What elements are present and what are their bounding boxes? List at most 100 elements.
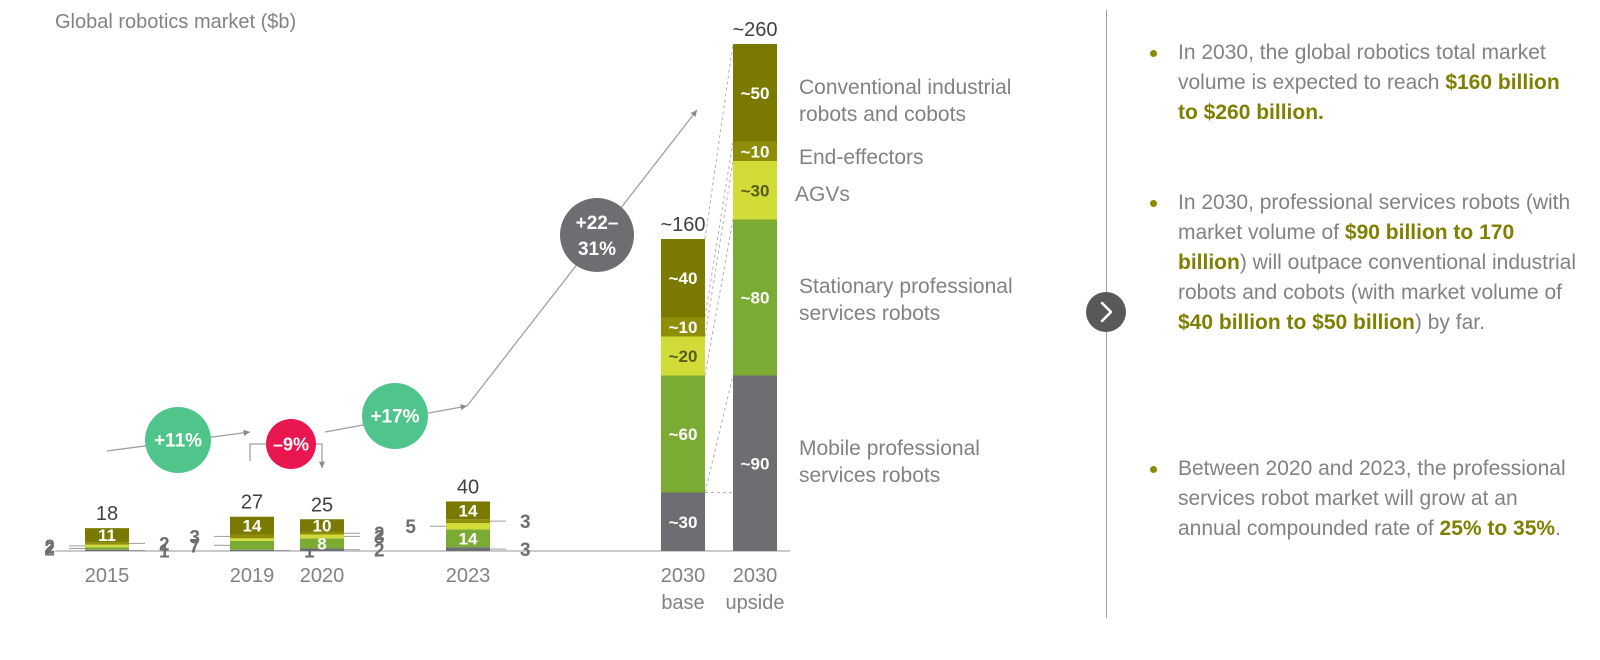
bullet-dot: [1150, 50, 1157, 57]
segment-label: ~20: [669, 347, 698, 366]
bar-segment: [661, 336, 705, 376]
segment-label: ~10: [669, 318, 698, 337]
bar-segment: [85, 544, 129, 548]
bar-segment: [230, 540, 274, 550]
segment-label: 11: [98, 526, 116, 545]
bar-total: ~260: [732, 19, 777, 41]
segment-label: 7: [189, 536, 200, 557]
bar-segment: [446, 519, 490, 524]
dashed-connector: [704, 43, 734, 240]
bar-segment: [300, 538, 344, 549]
legend-label: services robots: [799, 302, 940, 325]
category-label: 2023: [446, 565, 491, 587]
legend-label: services robots: [799, 464, 940, 487]
segment-label: 3: [520, 512, 531, 533]
legend-label: Conventional industrial: [799, 76, 1011, 99]
segment-label: 14: [243, 517, 262, 536]
segment-label: ~40: [669, 269, 698, 288]
bullet-highlight: 25% to 35%: [1439, 517, 1556, 540]
bar-segment: [85, 528, 129, 543]
chevron-right-icon: [1100, 301, 1113, 323]
bullet-text: In 2030, the global robotics total marke…: [1178, 41, 1546, 94]
bullet-highlight: $160 billion to $260 billion.: [1178, 71, 1560, 124]
growth-badges: +11% –9% +17% +22– 31%: [106, 109, 698, 473]
bar-total: 18: [96, 503, 118, 525]
bar-total: 27: [241, 492, 263, 514]
arrow-head: [690, 110, 697, 117]
segment-label: ~30: [669, 513, 698, 532]
segment-label: 3: [374, 527, 385, 548]
bar-segment: [300, 519, 344, 532]
segment-label: ~50: [741, 84, 770, 103]
bar-segment: [85, 542, 129, 545]
segment-label: 2: [374, 541, 385, 562]
bar-segment: [661, 375, 705, 493]
category-label: 2020: [300, 565, 345, 587]
bar-segment: [85, 549, 129, 551]
growth-label: +22–: [576, 213, 619, 234]
growth-badge: [266, 419, 316, 469]
legend-label: AGVs: [795, 183, 850, 206]
segment-label: 2: [44, 537, 55, 558]
bar-segment: [85, 547, 129, 550]
insight-bullet-1: In 2030, the global robotics total marke…: [1150, 38, 1583, 128]
bullet-text: ) will outpace conventional industrial r…: [1178, 251, 1577, 304]
bar-segment: [300, 531, 344, 535]
segment-label: 2: [159, 534, 170, 555]
segment-label: ~80: [741, 289, 770, 308]
bar-segment: [230, 549, 274, 551]
segment-label: ~90: [741, 454, 770, 473]
bar-segment: [446, 547, 490, 551]
bar-segment: [230, 538, 274, 541]
bar-segment: [661, 492, 705, 551]
bullet-text: Between 2020 and 2023, the professional …: [1178, 457, 1566, 540]
growth-badge: [145, 407, 211, 473]
legend-label: robots and cobots: [799, 103, 966, 126]
chart-title: Global robotics market ($b): [55, 11, 296, 33]
growth-label: –9%: [273, 434, 309, 454]
bar-segment: [661, 317, 705, 337]
dashed-connector: [704, 375, 734, 493]
bar-segment: [300, 548, 344, 551]
category-label: 2030: [661, 565, 706, 587]
bullet-text: .: [1555, 517, 1561, 540]
dashed-connector: [704, 160, 734, 337]
legend-label: End-effectors: [799, 146, 924, 169]
bullet-dot: [1150, 200, 1157, 207]
bar-segment: [446, 501, 490, 520]
segment-label: 10: [313, 517, 332, 536]
category-label: 2030: [733, 565, 778, 587]
segment-label: ~10: [741, 142, 770, 161]
bar-total: 25: [311, 494, 333, 516]
bar-segment: [733, 375, 777, 551]
segment-label: ~30: [741, 181, 770, 200]
segment-label: 2: [44, 539, 55, 560]
bar-segment: [733, 219, 777, 376]
next-button[interactable]: [1086, 292, 1126, 332]
bullet-highlight: $40 billion to $50 billion: [1178, 311, 1415, 334]
arrow-head: [318, 461, 326, 468]
bar-segment: [230, 534, 274, 539]
bar-segment: [733, 141, 777, 161]
dashed-connector: [704, 141, 734, 318]
bar-total: ~160: [660, 214, 705, 236]
legend-label: Stationary professional: [799, 275, 1013, 298]
bar-total: 40: [457, 476, 479, 498]
insight-bullet-3: Between 2020 and 2023, the professional …: [1150, 454, 1583, 544]
segment-label: 3: [520, 540, 531, 561]
legend-label: Mobile professional: [799, 437, 980, 460]
growth-badge: [560, 198, 634, 272]
legend: Conventional industrial robots and cobots…: [795, 76, 1013, 487]
segment-label: 5: [405, 517, 416, 538]
segment-label: 1: [304, 541, 315, 562]
bar-segment: [446, 529, 490, 548]
growth-badge: [362, 383, 428, 449]
arrow-head: [460, 404, 467, 411]
insight-bullet-2: In 2030, professional services robots (w…: [1150, 188, 1583, 338]
category-label: 2015: [85, 565, 130, 587]
segment-label: 14: [459, 529, 478, 548]
growth-label: +17%: [370, 407, 419, 428]
category-sublabel: base: [661, 592, 704, 614]
